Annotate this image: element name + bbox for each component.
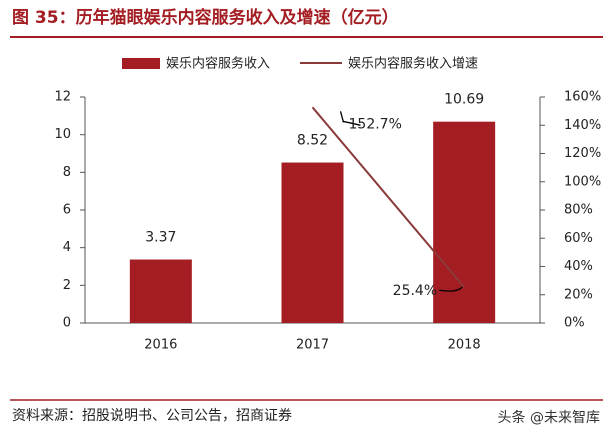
y-tick-label: 2 (63, 278, 71, 293)
y-tick-label: 10 (54, 127, 71, 142)
y2-tick-label: 120% (564, 146, 601, 161)
line-value-label: 152.7% (349, 116, 402, 132)
x-tick-label: 2018 (448, 338, 481, 353)
line (311, 106, 465, 288)
y2-tick-label: 0% (564, 316, 585, 331)
chart-title: 图 35：历年猫眼娱乐内容服务收入及增速（亿元） (12, 7, 399, 28)
y2-tick-label: 40% (564, 259, 593, 274)
y2-tick-label: 160% (564, 90, 601, 105)
x-tick-label: 2017 (296, 338, 329, 353)
bar-value-label: 10.69 (444, 92, 484, 108)
y2-tick-label: 20% (564, 287, 593, 302)
y-tick-label: 4 (63, 240, 71, 255)
y2-tick-label: 80% (564, 203, 593, 218)
legend-swatch (122, 58, 160, 69)
watermark: 头条 @未来智库 (498, 409, 600, 426)
x-tick-label: 2016 (144, 338, 177, 353)
legend-label: 娱乐内容服务收入 (166, 56, 270, 72)
bar (281, 162, 344, 323)
leader-line (439, 286, 463, 292)
bar-value-label: 3.37 (145, 230, 176, 246)
leader-line (339, 111, 345, 123)
line-value-label: 25.4% (393, 283, 437, 299)
y2-tick-label: 100% (564, 174, 601, 189)
y2-tick-label: 140% (564, 118, 601, 133)
bar-value-label: 8.52 (297, 133, 328, 149)
y-tick-label: 8 (63, 165, 71, 180)
bar (433, 121, 496, 324)
leader-line (342, 120, 361, 126)
y2-tick-label: 60% (564, 231, 593, 246)
source: 资料来源：招股说明书、公司公告，招商证券 (12, 408, 292, 424)
y-tick-label: 12 (54, 90, 71, 105)
bar (129, 259, 192, 323)
y-tick-label: 0 (63, 316, 71, 331)
legend-label: 娱乐内容服务收入增速 (348, 56, 478, 72)
y-tick-label: 6 (63, 203, 71, 218)
